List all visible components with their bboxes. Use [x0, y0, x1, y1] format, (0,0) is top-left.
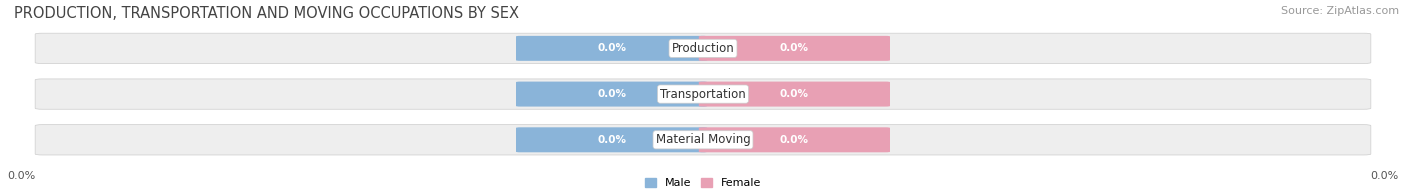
Text: 0.0%: 0.0% [780, 43, 808, 53]
FancyBboxPatch shape [516, 82, 707, 107]
FancyBboxPatch shape [516, 36, 707, 61]
Text: 0.0%: 0.0% [598, 89, 626, 99]
FancyBboxPatch shape [35, 79, 1371, 109]
Text: 0.0%: 0.0% [598, 43, 626, 53]
FancyBboxPatch shape [699, 36, 890, 61]
Text: Transportation: Transportation [661, 88, 745, 101]
Text: 0.0%: 0.0% [7, 171, 35, 181]
Text: Source: ZipAtlas.com: Source: ZipAtlas.com [1281, 6, 1399, 16]
Text: 0.0%: 0.0% [598, 135, 626, 145]
Legend: Male, Female: Male, Female [645, 178, 761, 189]
Text: Material Moving: Material Moving [655, 133, 751, 146]
FancyBboxPatch shape [516, 127, 707, 152]
Text: PRODUCTION, TRANSPORTATION AND MOVING OCCUPATIONS BY SEX: PRODUCTION, TRANSPORTATION AND MOVING OC… [14, 6, 519, 21]
FancyBboxPatch shape [35, 33, 1371, 64]
FancyBboxPatch shape [699, 127, 890, 152]
Text: 0.0%: 0.0% [1371, 171, 1399, 181]
Text: 0.0%: 0.0% [780, 135, 808, 145]
FancyBboxPatch shape [699, 82, 890, 107]
FancyBboxPatch shape [35, 125, 1371, 155]
Text: 0.0%: 0.0% [780, 89, 808, 99]
Text: Production: Production [672, 42, 734, 55]
